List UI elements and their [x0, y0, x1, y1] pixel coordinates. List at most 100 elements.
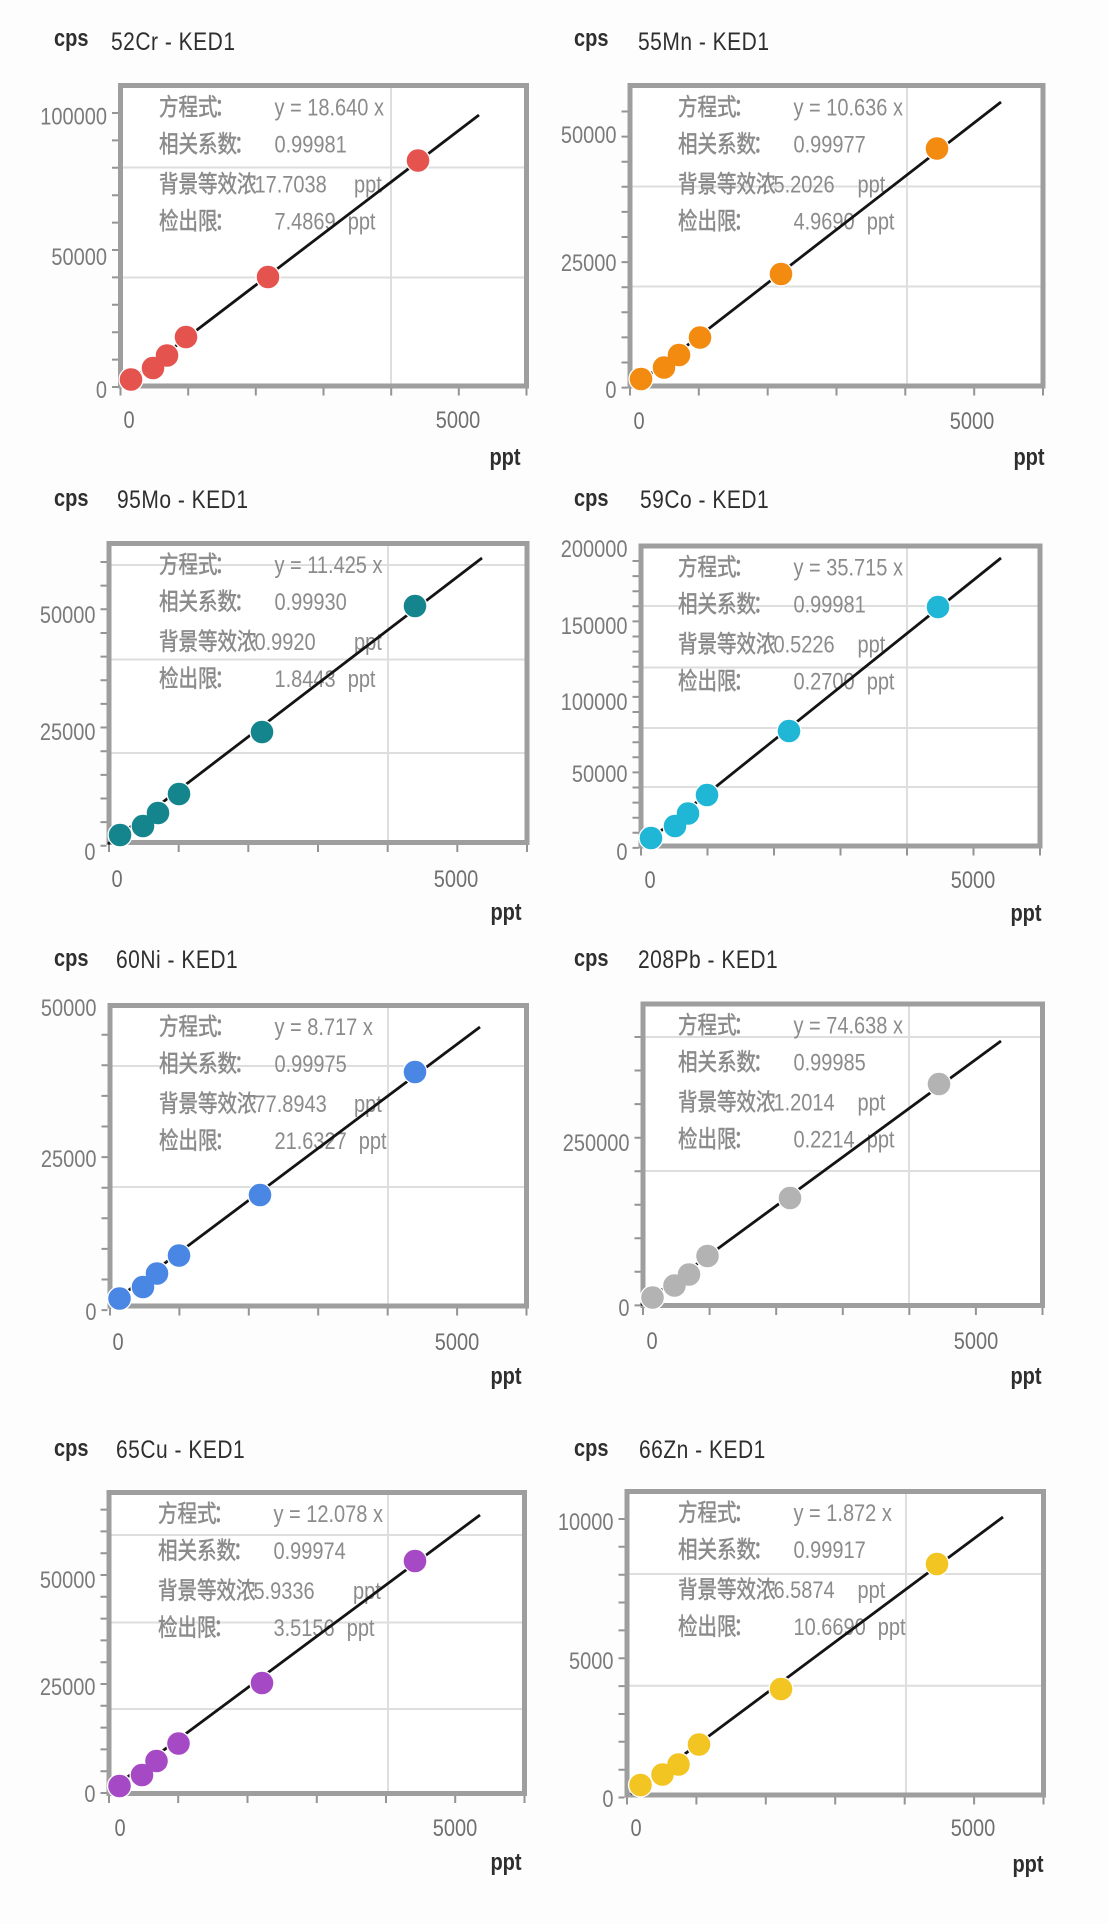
- svg-text:200000: 200000: [561, 535, 628, 562]
- svg-text:0.99981: 0.99981: [275, 131, 347, 158]
- svg-text:ppt: ppt: [1010, 899, 1042, 926]
- svg-text:5000: 5000: [569, 1647, 613, 1674]
- svg-text:0: 0: [112, 1328, 123, 1355]
- svg-text:95Mo - KED1: 95Mo - KED1: [117, 485, 249, 513]
- svg-text:ppt: ppt: [1010, 1362, 1042, 1389]
- svg-text:0: 0: [123, 406, 134, 433]
- svg-text:0: 0: [114, 1814, 125, 1841]
- svg-text:0.2700: 0.2700: [794, 668, 855, 695]
- svg-text:cps: cps: [54, 1434, 88, 1461]
- svg-text:y = 11.425 x: y = 11.425 x: [275, 551, 383, 578]
- svg-text:25000: 25000: [561, 249, 617, 276]
- svg-text:5000: 5000: [951, 1814, 995, 1841]
- svg-text:5000: 5000: [951, 866, 995, 893]
- svg-text:1.8443: 1.8443: [275, 665, 336, 692]
- svg-text:6.5874: 6.5874: [774, 1576, 835, 1603]
- svg-text:y = 8.717 x: y = 8.717 x: [275, 1013, 373, 1040]
- svg-text:59Co - KED1: 59Co - KED1: [640, 485, 769, 513]
- svg-text:0.99985: 0.99985: [794, 1049, 866, 1076]
- svg-text:0.2214: 0.2214: [794, 1126, 855, 1153]
- svg-text:5.2026: 5.2026: [774, 171, 835, 198]
- svg-text:y = 74.638 x: y = 74.638 x: [794, 1012, 903, 1039]
- svg-text:0.99975: 0.99975: [275, 1050, 347, 1077]
- svg-text:y = 12.078 x: y = 12.078 x: [274, 1500, 383, 1527]
- svg-text:ppt: ppt: [867, 208, 895, 235]
- svg-text:0: 0: [618, 1294, 629, 1321]
- svg-text:55Mn - KED1: 55Mn - KED1: [638, 27, 770, 55]
- svg-text:ppt: ppt: [359, 1127, 387, 1154]
- svg-text:5000: 5000: [954, 1327, 998, 1354]
- svg-text:25000: 25000: [41, 1145, 97, 1172]
- svg-text:y = 35.715 x: y = 35.715 x: [794, 554, 903, 581]
- svg-text:cps: cps: [54, 484, 88, 511]
- svg-text:ppt: ppt: [348, 665, 376, 692]
- svg-text:77.8943: 77.8943: [255, 1090, 327, 1117]
- svg-text:0: 0: [85, 1298, 96, 1325]
- svg-text:208Pb - KED1: 208Pb - KED1: [638, 945, 778, 973]
- svg-text:ppt: ppt: [347, 1614, 375, 1641]
- svg-text:50000: 50000: [40, 1566, 96, 1593]
- svg-text:y = 1.872 x: y = 1.872 x: [794, 1499, 892, 1526]
- svg-text:0.5226: 0.5226: [774, 631, 835, 658]
- svg-text:y = 10.636 x: y = 10.636 x: [794, 94, 903, 121]
- svg-text:50000: 50000: [51, 243, 107, 270]
- svg-text:5000: 5000: [434, 865, 478, 892]
- svg-text:ppt: ppt: [490, 1362, 522, 1389]
- svg-text:17.7038: 17.7038: [255, 171, 327, 198]
- svg-text:25000: 25000: [40, 1673, 96, 1700]
- svg-text:1.2014: 1.2014: [774, 1089, 835, 1116]
- svg-text:cps: cps: [574, 24, 608, 51]
- svg-text:0: 0: [646, 1327, 657, 1354]
- svg-text:cps: cps: [574, 944, 608, 971]
- svg-text:3.5156: 3.5156: [274, 1614, 335, 1641]
- svg-text:25000: 25000: [40, 718, 96, 745]
- svg-text:ppt: ppt: [858, 1089, 886, 1116]
- svg-text:0: 0: [84, 838, 95, 865]
- svg-text:0: 0: [602, 1785, 613, 1812]
- svg-text:66Zn - KED1: 66Zn - KED1: [639, 1435, 766, 1463]
- svg-text:ppt: ppt: [1013, 443, 1045, 470]
- svg-text:250000: 250000: [563, 1129, 630, 1156]
- svg-text:0: 0: [96, 376, 107, 403]
- svg-text:0.99977: 0.99977: [794, 131, 866, 158]
- svg-text:0: 0: [633, 407, 644, 434]
- svg-text:5000: 5000: [433, 1814, 477, 1841]
- svg-text:0: 0: [644, 866, 655, 893]
- svg-text:ppt: ppt: [878, 1613, 906, 1640]
- svg-text:4.9690: 4.9690: [794, 208, 855, 235]
- svg-text:5000: 5000: [435, 1328, 479, 1355]
- svg-text:0.9920: 0.9920: [255, 628, 316, 655]
- svg-text:50000: 50000: [572, 760, 628, 787]
- svg-text:ppt: ppt: [489, 443, 521, 470]
- svg-text:5000: 5000: [436, 406, 480, 433]
- svg-text:5000: 5000: [950, 407, 994, 434]
- svg-text:5.9336: 5.9336: [254, 1577, 315, 1604]
- svg-text:0: 0: [84, 1780, 95, 1807]
- svg-text:50000: 50000: [41, 994, 97, 1021]
- svg-text:0: 0: [616, 838, 627, 865]
- svg-text:100000: 100000: [561, 688, 628, 715]
- svg-text:y = 18.640 x: y = 18.640 x: [275, 94, 384, 121]
- svg-text:ppt: ppt: [867, 668, 895, 695]
- svg-text:0.99917: 0.99917: [794, 1536, 866, 1563]
- svg-text:ppt: ppt: [490, 1848, 522, 1875]
- svg-text:0.99981: 0.99981: [794, 591, 866, 618]
- svg-text:cps: cps: [54, 24, 88, 51]
- svg-text:cps: cps: [574, 484, 608, 511]
- svg-text:50000: 50000: [40, 601, 96, 628]
- svg-text:0: 0: [630, 1814, 641, 1841]
- svg-text:ppt: ppt: [490, 898, 522, 925]
- svg-text:21.6327: 21.6327: [275, 1127, 347, 1154]
- svg-text:0: 0: [605, 376, 616, 403]
- svg-text:0: 0: [111, 865, 122, 892]
- svg-text:100000: 100000: [40, 103, 107, 130]
- svg-text:cps: cps: [54, 944, 88, 971]
- svg-text:60Ni - KED1: 60Ni - KED1: [116, 945, 238, 973]
- svg-text:52Cr - KED1: 52Cr - KED1: [111, 27, 236, 55]
- svg-text:50000: 50000: [561, 121, 617, 148]
- svg-text:ppt: ppt: [858, 171, 886, 198]
- svg-text:0.99930: 0.99930: [275, 588, 347, 615]
- svg-text:10000: 10000: [558, 1508, 614, 1535]
- svg-text:0.99974: 0.99974: [274, 1537, 346, 1564]
- svg-text:65Cu - KED1: 65Cu - KED1: [116, 1435, 245, 1463]
